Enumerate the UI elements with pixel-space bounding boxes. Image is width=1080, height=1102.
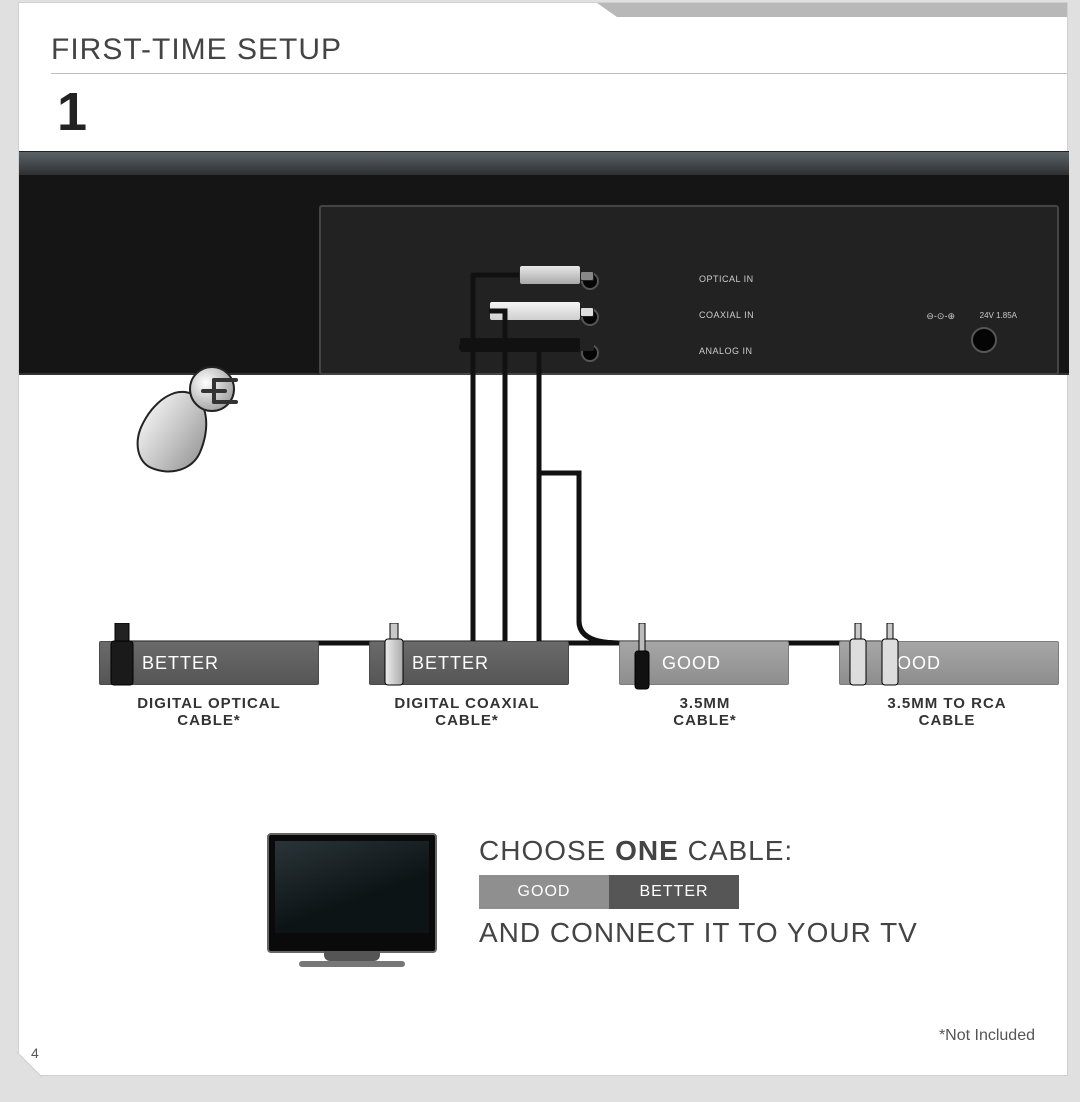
legend-better: BETTER (609, 875, 739, 909)
coaxial-plug (489, 301, 581, 321)
page-number: 4 (31, 1045, 39, 1061)
quality-legend: GOODBETTER (479, 875, 739, 909)
coaxial-connector-icon (379, 623, 409, 698)
screw-icon (189, 366, 235, 412)
step-number: 1 (57, 81, 87, 143)
footnote: *Not Included (939, 1027, 1035, 1045)
badge-text: BETTER (142, 653, 219, 674)
page-title: FIRST-TIME SETUP (51, 33, 342, 67)
tv-icon (267, 833, 437, 953)
dc-power-port (971, 327, 997, 353)
dc-polarity-icon: ⊖-⊙-⊕ (926, 311, 955, 322)
port-label: OPTICAL IN (699, 274, 754, 284)
aux-connector-icon (629, 623, 655, 700)
cable-label: DIGITAL COAXIALCABLE* (367, 695, 567, 729)
cable-label: 3.5MMCABLE* (615, 695, 795, 729)
optical-plug (519, 265, 581, 285)
rca-connector-icon (845, 623, 905, 700)
badge-text: GOOD (662, 653, 721, 674)
heading-rule (51, 73, 1067, 74)
cable-label: DIGITAL OPTICALCABLE* (99, 695, 319, 729)
cable-label: 3.5MM TO RCACABLE (837, 695, 1057, 729)
dc-power-label: 24V 1.85A (980, 311, 1017, 320)
manual-page: FIRST-TIME SETUP 1 OPTICAL IN COAXIAL IN… (18, 2, 1068, 1076)
badge-text: BETTER (412, 653, 489, 674)
soundbar-back-panel: OPTICAL IN COAXIAL IN ANALOG IN ⊖-⊙-⊕ 24… (319, 205, 1059, 375)
analog-plug (459, 337, 581, 353)
port-label: ANALOG IN (699, 346, 753, 356)
legend-good: GOOD (479, 875, 609, 909)
soundbar-illustration: OPTICAL IN COAXIAL IN ANALOG IN ⊖-⊙-⊕ 24… (19, 151, 1069, 411)
cable-options-row: BETTER DIGITAL OPTICALCABLE* BETTER DIGI… (49, 623, 1049, 753)
port-label: COAXIAL IN (699, 310, 754, 320)
instruction-line-1: CHOOSE ONE CABLE: (479, 835, 793, 867)
instruction-line-2: AND CONNECT IT TO YOUR TV (479, 917, 918, 949)
optical-connector-icon (107, 623, 137, 698)
header-tab (617, 3, 1067, 17)
